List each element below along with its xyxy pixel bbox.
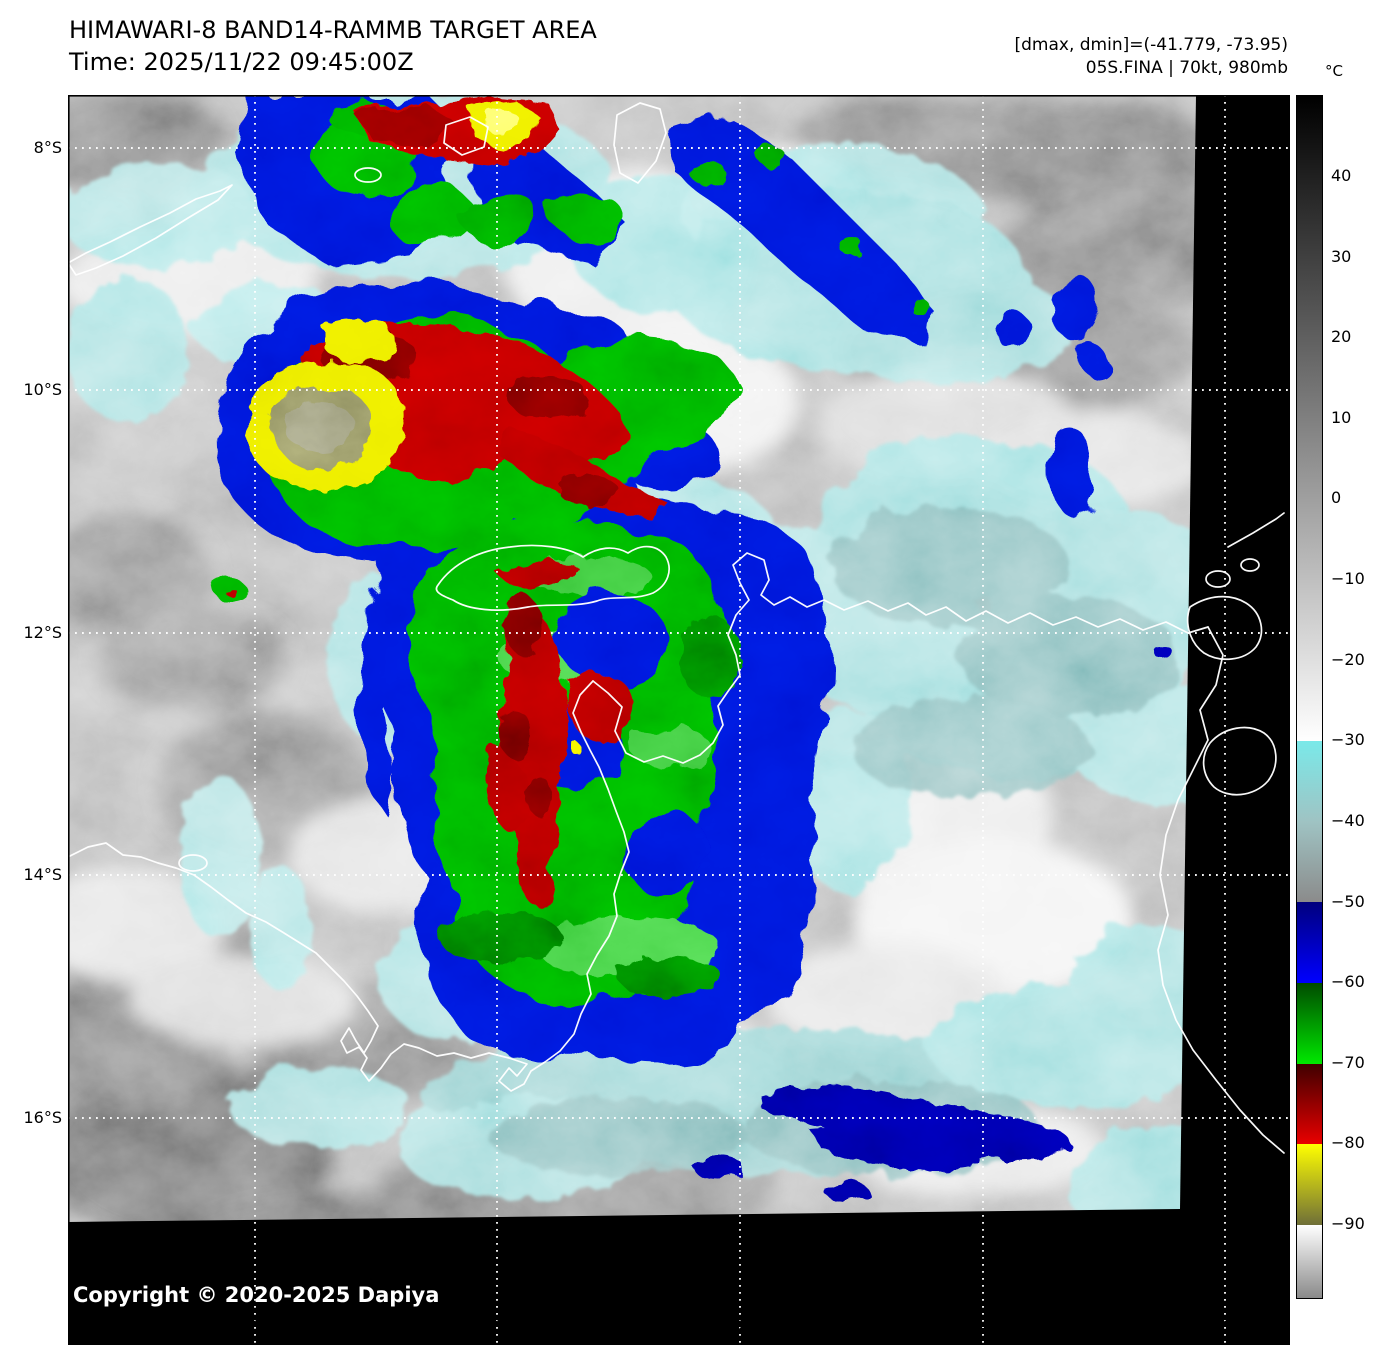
colorbar-segment — [1297, 1144, 1322, 1225]
copyright-text: Copyright © 2020-2025 Dapiya — [73, 1283, 440, 1307]
colorbar-unit-label: °C — [1325, 62, 1343, 80]
colorbar-segment — [1297, 1225, 1322, 1298]
lon-label-136e: 136°E — [1200, 1317, 1250, 1336]
image-timestamp: Time: 2025/11/22 09:45:00Z — [69, 48, 414, 76]
colorbar-tick-label: −40 — [1331, 811, 1365, 830]
lat-label-8s: 8°S — [33, 138, 62, 157]
annotation-block: [dmax, dmin]=(-41.779, -73.95) 05S.FINA … — [1015, 34, 1289, 80]
colorbar-tick-label: 0 — [1331, 488, 1342, 507]
colorbar-tick-label: −70 — [1331, 1053, 1365, 1072]
lon-label-132e: 132°E — [715, 1317, 765, 1336]
plot-border — [68, 95, 1290, 1345]
colorbar-segment — [1297, 96, 1322, 741]
colorbar-tick-label: −80 — [1331, 1133, 1365, 1152]
colorbar-tick-label: 30 — [1331, 247, 1352, 266]
colorbar-tick-label: 20 — [1331, 327, 1352, 346]
lat-label-10s: 10°S — [23, 380, 62, 399]
lat-label-16s: 16°S — [23, 1108, 62, 1127]
page-title: HIMAWARI-8 BAND14-RAMMB TARGET AREA — [69, 16, 597, 44]
lon-label-128e: 128°E — [230, 1317, 280, 1336]
ir-imagery-layer — [68, 95, 1196, 1222]
colorbar-tick-label: 10 — [1331, 408, 1352, 427]
dmax-dmin-readout: [dmax, dmin]=(-41.779, -73.95) — [1014, 35, 1289, 55]
colorbar-tick-label: −10 — [1331, 569, 1365, 588]
colorbar-segment — [1297, 983, 1322, 1064]
lat-label-14s: 14°S — [23, 865, 62, 884]
colorbar-tick-label: −90 — [1331, 1214, 1365, 1233]
coastlines — [68, 102, 1285, 1154]
lon-label-134e: 134°E — [958, 1317, 1008, 1336]
colorbar-segment — [1297, 1064, 1322, 1144]
satellite-map-image — [68, 95, 1290, 1345]
colorbar-segment — [1297, 741, 1322, 822]
storm-info-readout: 05S.FINA | 70kt, 980mb — [1085, 58, 1288, 78]
colorbar-segment — [1297, 822, 1322, 902]
colorbar-segment — [1297, 902, 1322, 983]
colorbar-tick-label: −60 — [1331, 972, 1365, 991]
colorbar-tick-label: −50 — [1331, 892, 1365, 911]
colorbar-tick-label: −20 — [1331, 650, 1365, 669]
lat-label-12s: 12°S — [23, 623, 62, 642]
lon-label-130e: 130°E — [472, 1317, 522, 1336]
temperature-colorbar — [1296, 95, 1323, 1299]
colorbar-tick-label: −30 — [1331, 730, 1365, 749]
gridlines — [68, 95, 1290, 1345]
colorbar-tick-label: 40 — [1331, 166, 1352, 185]
